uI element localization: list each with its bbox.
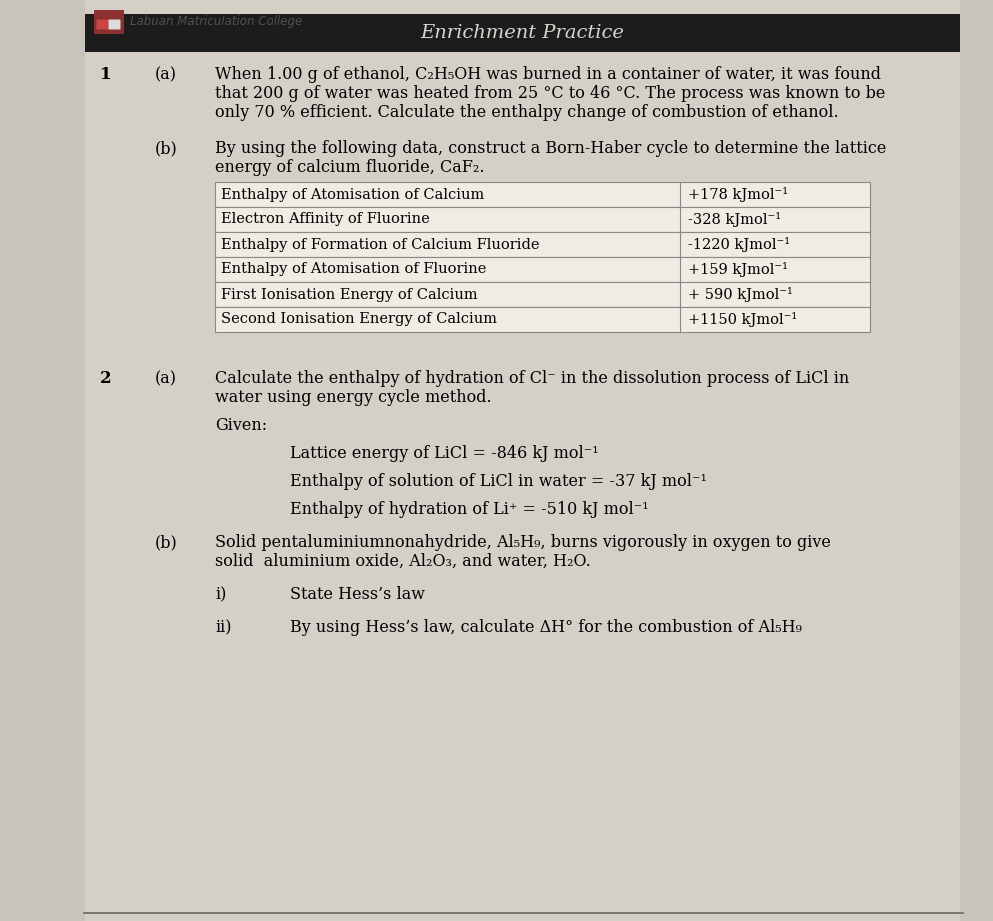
Text: First Ionisation Energy of Calcium: First Ionisation Energy of Calcium (221, 287, 478, 301)
Bar (215, 307, 870, 332)
Text: State Hess’s law: State Hess’s law (290, 586, 425, 603)
Text: +1150 kJmol⁻¹: +1150 kJmol⁻¹ (688, 312, 797, 327)
Text: only 70 % efficient. Calculate the enthalpy change of combustion of ethanol.: only 70 % efficient. Calculate the entha… (215, 104, 839, 121)
Bar (215, 257, 870, 282)
Text: Enthalpy of Formation of Calcium Fluoride: Enthalpy of Formation of Calcium Fluorid… (221, 238, 539, 251)
Text: +178 kJmol⁻¹: +178 kJmol⁻¹ (688, 187, 788, 202)
Text: +159 kJmol⁻¹: +159 kJmol⁻¹ (688, 262, 788, 277)
Text: 1: 1 (100, 66, 111, 83)
FancyBboxPatch shape (96, 19, 108, 29)
Text: Enthalpy of solution of LiCl in water = -37 kJ mol⁻¹: Enthalpy of solution of LiCl in water = … (290, 473, 707, 490)
Text: Enthalpy of Atomisation of Calcium: Enthalpy of Atomisation of Calcium (221, 188, 485, 202)
Text: (b): (b) (155, 534, 178, 551)
Text: By using Hess’s law, calculate ΔH° for the combustion of Al₅H₉: By using Hess’s law, calculate ΔH° for t… (290, 619, 802, 636)
Text: ii): ii) (215, 619, 231, 636)
Text: (a): (a) (155, 66, 177, 83)
Text: energy of calcium fluoride, CaF₂.: energy of calcium fluoride, CaF₂. (215, 159, 485, 176)
Text: Lattice energy of LiCl = -846 kJ mol⁻¹: Lattice energy of LiCl = -846 kJ mol⁻¹ (290, 445, 599, 462)
Text: By using the following data, construct a Born-Haber cycle to determine the latti: By using the following data, construct a… (215, 140, 887, 157)
Bar (215, 232, 870, 257)
Text: Calculate the enthalpy of hydration of Cl⁻ in the dissolution process of LiCl in: Calculate the enthalpy of hydration of C… (215, 370, 849, 387)
FancyBboxPatch shape (108, 19, 120, 29)
Text: -328 kJmol⁻¹: -328 kJmol⁻¹ (688, 212, 781, 227)
Text: Enthalpy of Atomisation of Fluorine: Enthalpy of Atomisation of Fluorine (221, 262, 487, 276)
Text: water using energy cycle method.: water using energy cycle method. (215, 389, 492, 406)
Text: (a): (a) (155, 370, 177, 387)
Text: Labuan Matriculation College: Labuan Matriculation College (130, 16, 302, 29)
Text: Solid pentaluminiumnonahydride, Al₅H₉, burns vigorously in oxygen to give: Solid pentaluminiumnonahydride, Al₅H₉, b… (215, 534, 831, 551)
Text: Second Ionisation Energy of Calcium: Second Ionisation Energy of Calcium (221, 312, 497, 327)
Text: -1220 kJmol⁻¹: -1220 kJmol⁻¹ (688, 237, 790, 252)
Bar (215, 182, 870, 207)
Bar (215, 282, 870, 307)
FancyBboxPatch shape (94, 10, 124, 34)
Text: Enthalpy of hydration of Li⁺ = -510 kJ mol⁻¹: Enthalpy of hydration of Li⁺ = -510 kJ m… (290, 501, 648, 518)
Text: Given:: Given: (215, 417, 267, 434)
Text: Electron Affinity of Fluorine: Electron Affinity of Fluorine (221, 213, 430, 227)
Bar (85, 14, 960, 52)
Text: (b): (b) (155, 140, 178, 157)
Bar (85, 0, 960, 921)
Text: 2: 2 (100, 370, 111, 387)
Text: i): i) (215, 586, 226, 603)
Text: + 590 kJmol⁻¹: + 590 kJmol⁻¹ (688, 287, 792, 302)
Bar (215, 207, 870, 232)
Text: Enrichment Practice: Enrichment Practice (421, 24, 625, 42)
Text: When 1.00 g of ethanol, C₂H₅OH was burned in a container of water, it was found: When 1.00 g of ethanol, C₂H₅OH was burne… (215, 66, 881, 83)
Text: solid  aluminium oxide, Al₂O₃, and water, H₂O.: solid aluminium oxide, Al₂O₃, and water,… (215, 553, 591, 570)
Text: that 200 g of water was heated from 25 °C to 46 °C. The process was known to be: that 200 g of water was heated from 25 °… (215, 85, 886, 102)
